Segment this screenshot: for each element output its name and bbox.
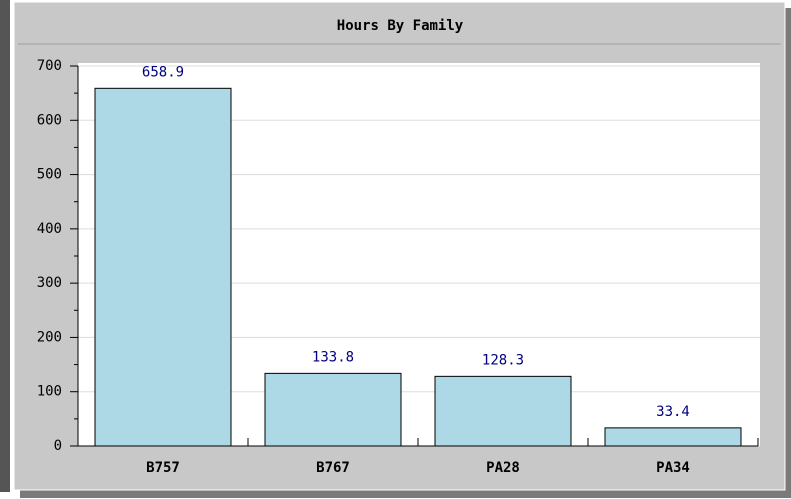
y-tick-label: 500 bbox=[37, 167, 62, 183]
bar bbox=[434, 375, 572, 447]
bar bbox=[94, 87, 232, 447]
side-strip bbox=[0, 0, 10, 492]
value-label: 128.3 bbox=[482, 352, 524, 368]
bar bbox=[604, 427, 742, 447]
value-label: 133.8 bbox=[312, 349, 354, 365]
y-tick-label: 200 bbox=[37, 329, 62, 345]
value-label: 33.4 bbox=[656, 404, 690, 420]
chart-title: Hours By Family bbox=[337, 18, 464, 34]
x-tick-label: PA28 bbox=[486, 460, 520, 476]
x-tick-label: B757 bbox=[146, 460, 180, 476]
y-tick-label: 600 bbox=[37, 112, 62, 128]
y-tick-label: 700 bbox=[37, 58, 62, 74]
bar bbox=[264, 372, 402, 447]
y-tick-label: 300 bbox=[37, 275, 62, 291]
x-tick-label: B767 bbox=[316, 460, 350, 476]
y-tick-label: 0 bbox=[54, 438, 62, 454]
y-tick-label: 100 bbox=[37, 384, 62, 400]
y-tick-label: 400 bbox=[37, 221, 62, 237]
value-label: 658.9 bbox=[142, 64, 184, 80]
x-tick-label: PA34 bbox=[656, 460, 690, 476]
